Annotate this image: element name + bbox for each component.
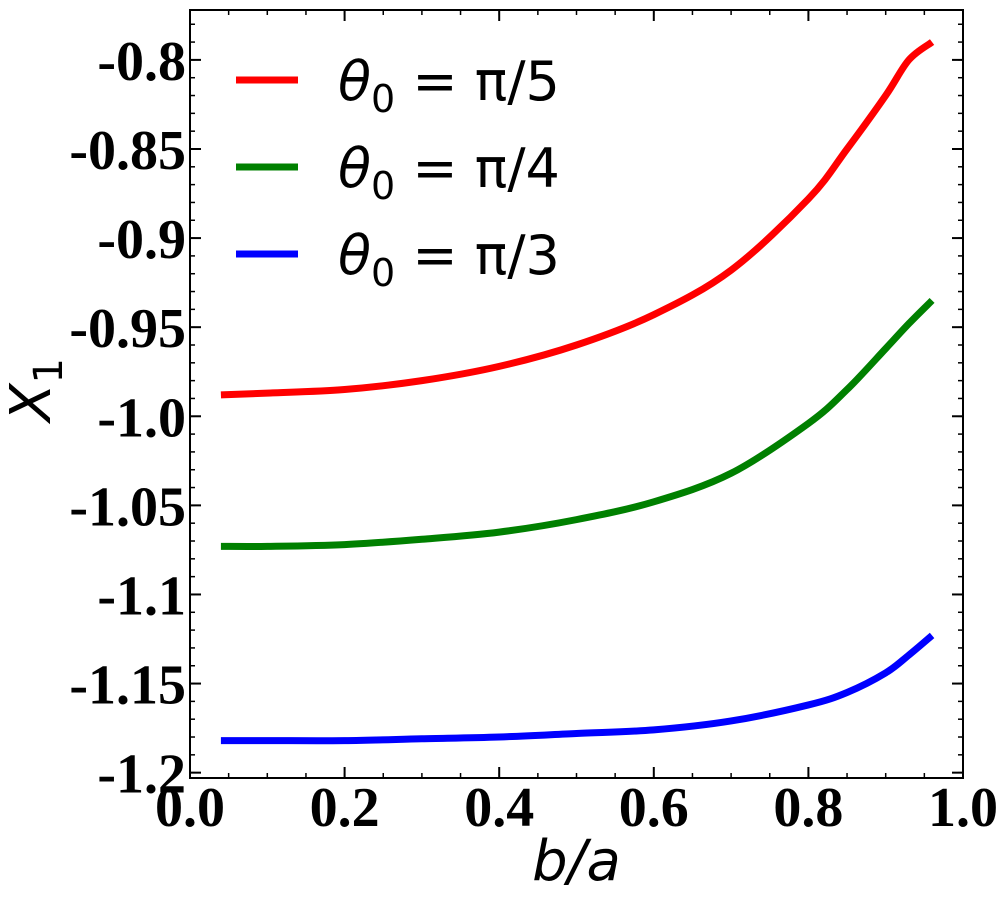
legend-label-subscript: 0 [371, 77, 395, 121]
y-tick-label: -1.0 [97, 387, 186, 449]
y-tick-label: -1.15 [69, 655, 186, 717]
series-line-1 [220, 39, 935, 399]
x-tick-label: 0.0 [155, 777, 225, 839]
legend-label-value: = π/5 [395, 50, 560, 113]
x-tick-label: 0.4 [464, 777, 534, 839]
y-tick-label: -0.8 [97, 31, 186, 93]
x-tick-label: 0.2 [310, 777, 380, 839]
legend-label-subscript: 0 [371, 251, 395, 295]
x-axis-label: b/a [532, 829, 621, 894]
legend-label-symbol: θ [338, 137, 371, 200]
legend-label-3: θ0 = π/3 [338, 224, 560, 295]
y-tick-label: -0.9 [97, 209, 186, 271]
y-tick-label: -0.85 [69, 120, 186, 182]
y-axis-label: X1 [0, 358, 72, 425]
legend-label-1: θ0 = π/5 [338, 50, 560, 121]
y-tick-label: -1.1 [97, 565, 186, 627]
legend: θ0 = π/5θ0 = π/4θ0 = π/3 [236, 50, 560, 295]
plot-lines [220, 39, 935, 745]
y-axis-label-subscript: 1 [26, 358, 72, 383]
tick-labels: 0.0 0.2 0.4 0.6 0.8 1.0 -0.8 -0.85 -0.9 -0.95 -1.0… [69, 31, 998, 839]
legend-label-symbol: θ [338, 50, 371, 113]
legend-label-symbol: θ [338, 224, 371, 287]
legend-label-value: = π/3 [395, 224, 560, 287]
series-line-3 [220, 632, 935, 745]
series-line-2 [220, 297, 935, 550]
x-tick-label: 1.0 [928, 777, 998, 839]
y-tick-label: -1.2 [97, 744, 186, 806]
axis-ticks [189, 10, 964, 778]
y-axis-label-main: X [0, 382, 64, 425]
legend-label-2: θ0 = π/4 [338, 137, 560, 208]
x-tick-label: 0.8 [773, 777, 843, 839]
y-tick-label: -0.95 [69, 298, 186, 360]
x-tick-label: 0.6 [619, 777, 689, 839]
y-tick-label: -1.05 [69, 476, 186, 538]
legend-label-subscript: 0 [371, 164, 395, 208]
legend-label-value: = π/4 [395, 137, 560, 200]
